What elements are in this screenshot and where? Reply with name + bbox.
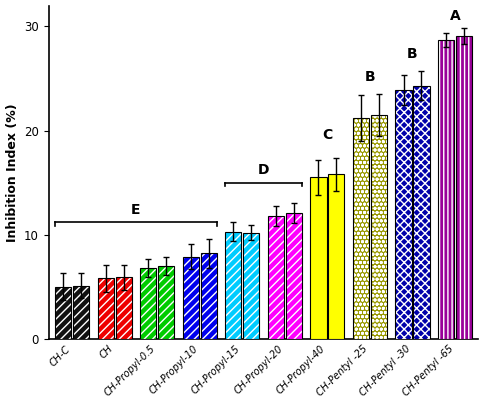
Bar [243, 233, 259, 339]
Bar [116, 278, 132, 339]
Bar [225, 231, 242, 339]
Bar [438, 40, 454, 339]
Bar [140, 268, 156, 339]
Bar [158, 266, 174, 339]
Bar [73, 286, 89, 339]
Bar [200, 253, 217, 339]
Bar [456, 36, 472, 339]
Bar [310, 177, 327, 339]
Text: A: A [450, 9, 460, 23]
Bar [55, 287, 71, 339]
Bar [225, 231, 242, 339]
Bar [98, 278, 114, 339]
Bar [183, 257, 199, 339]
Bar [243, 233, 259, 339]
Bar [98, 278, 114, 339]
Bar [438, 40, 454, 339]
Bar [353, 118, 369, 339]
Bar [268, 216, 284, 339]
Text: E: E [131, 203, 141, 217]
Bar [116, 278, 132, 339]
Bar [268, 216, 284, 339]
Bar [395, 90, 412, 339]
Text: D: D [258, 164, 269, 177]
Bar [158, 266, 174, 339]
Bar [200, 253, 217, 339]
Bar [328, 174, 345, 339]
Bar [310, 177, 327, 339]
Bar [371, 115, 387, 339]
Bar [55, 287, 71, 339]
Bar [413, 86, 429, 339]
Bar [413, 86, 429, 339]
Bar [371, 115, 387, 339]
Bar [140, 268, 156, 339]
Bar [353, 118, 369, 339]
Bar [286, 213, 302, 339]
Y-axis label: Inhibition Index (%): Inhibition Index (%) [5, 103, 18, 242]
Text: C: C [322, 128, 333, 142]
Text: B: B [407, 47, 418, 61]
Bar [183, 257, 199, 339]
Text: B: B [364, 69, 375, 84]
Bar [456, 36, 472, 339]
Bar [395, 90, 412, 339]
Bar [73, 286, 89, 339]
Bar [286, 213, 302, 339]
Bar [328, 174, 345, 339]
